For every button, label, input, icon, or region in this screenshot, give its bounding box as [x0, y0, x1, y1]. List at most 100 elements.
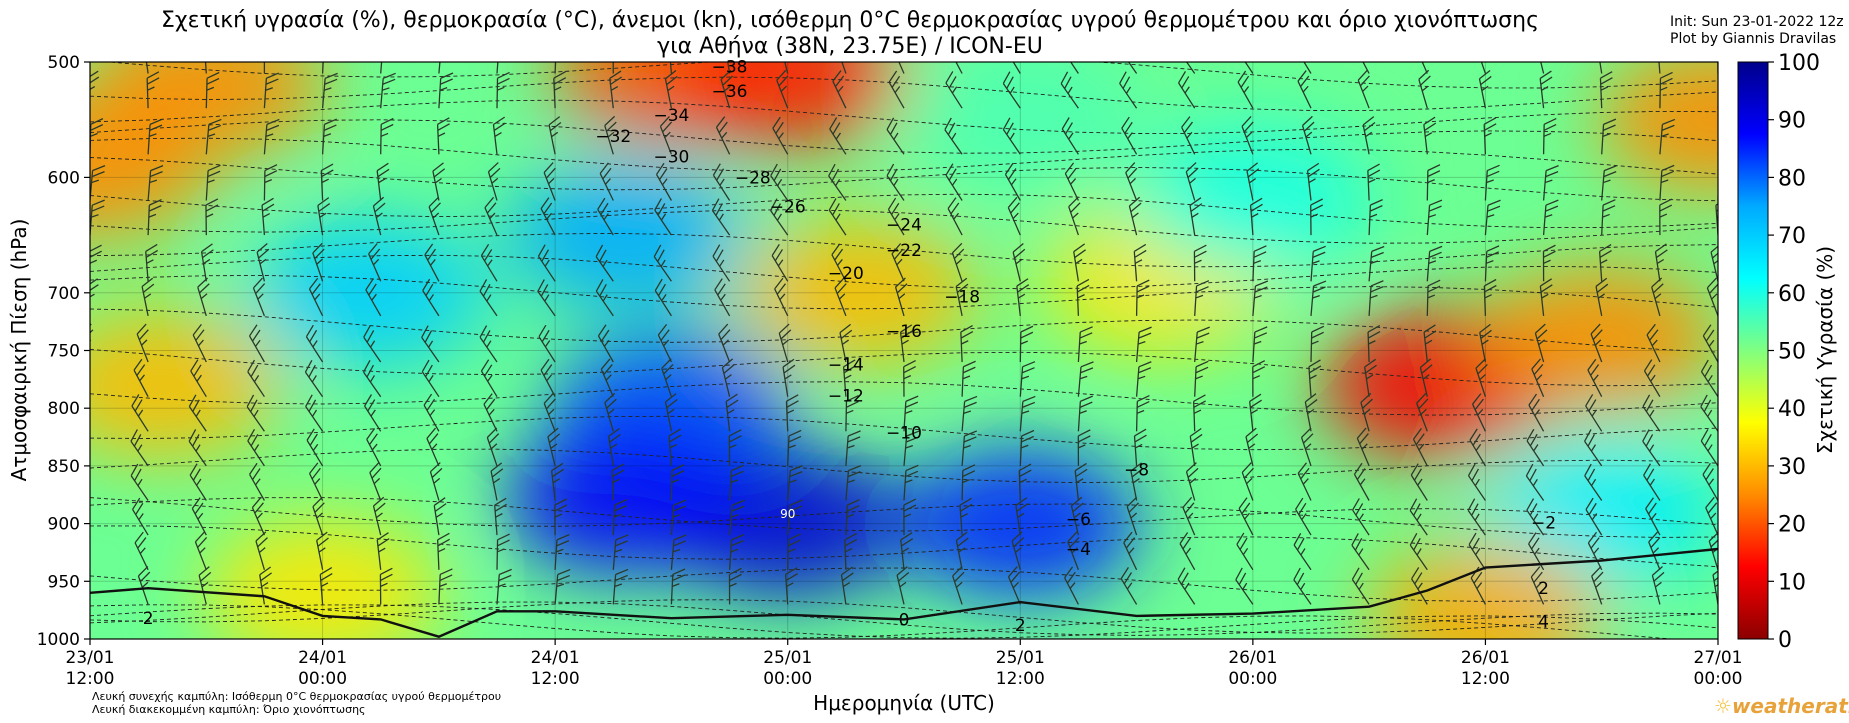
wind-barb	[308, 462, 324, 501]
temperature-label: −18	[944, 287, 980, 307]
humidity-region-3	[667, 62, 908, 149]
temperature-label: −14	[828, 355, 864, 375]
temperature-label: −22	[886, 241, 922, 261]
wind-barb	[483, 393, 498, 432]
x-tick-date: 27/01	[1694, 648, 1743, 668]
wind-barb	[769, 198, 789, 236]
wind-barb	[1077, 429, 1091, 466]
wind-barb	[1351, 567, 1370, 605]
wind-barb	[1645, 497, 1661, 536]
wind-barb	[1235, 62, 1254, 74]
wind-barb	[714, 278, 731, 317]
wind-barb	[1016, 278, 1030, 316]
wind-barb	[899, 324, 913, 363]
wind-barb	[657, 323, 672, 363]
wind-barb	[316, 531, 329, 570]
wind-barb	[1702, 462, 1718, 501]
wind-barb	[90, 278, 99, 316]
wind-barb	[486, 427, 500, 467]
y-axis: 500 600 700 750 800 850 900 950 1000	[37, 53, 90, 650]
wind-barb	[1539, 278, 1553, 316]
plot-author-text: Plot by Giannis Dravilas	[1670, 31, 1837, 47]
wind-barb	[248, 324, 265, 363]
x-axis-label: Ημερομηνία (UTC)	[813, 691, 995, 715]
isotherm-line	[90, 232, 1718, 268]
wind-barb	[1004, 62, 1021, 74]
wind-barb	[612, 499, 628, 536]
wind-barb	[319, 567, 333, 605]
wind-barb	[198, 566, 212, 605]
wind-barb	[189, 463, 207, 501]
wind-barb	[1585, 394, 1603, 432]
wind-barb	[1007, 566, 1021, 605]
wind-barb	[955, 531, 969, 570]
wind-barb	[1426, 199, 1443, 236]
wind-barb	[1351, 533, 1370, 571]
wind-barb	[496, 62, 500, 74]
wind-barb	[1367, 163, 1381, 201]
wind-barb	[1236, 532, 1254, 571]
wind-barb	[145, 243, 159, 282]
wind-barb	[197, 277, 210, 317]
wind-barb	[1467, 463, 1486, 501]
wind-barb	[538, 324, 556, 363]
wind-barb	[1534, 323, 1548, 363]
wind-barb	[609, 70, 623, 109]
wind-barb	[137, 565, 151, 605]
wind-barb	[1530, 566, 1545, 605]
x-tick-date: 26/01	[1228, 648, 1277, 668]
wind-barb	[305, 394, 324, 432]
wind-barb	[1418, 69, 1431, 109]
wind-barb	[1368, 245, 1385, 282]
temperature-label: −32	[595, 127, 631, 147]
wind-barb	[1717, 78, 1718, 109]
temperature-label: −16	[886, 322, 922, 342]
wind-barb	[1295, 497, 1312, 536]
wind-barb	[496, 568, 512, 605]
wind-barb	[944, 117, 963, 155]
wind-barb	[787, 499, 803, 536]
wind-barb	[372, 496, 386, 536]
wet-bulb-zero-curve	[90, 547, 1718, 638]
wind-barb	[479, 325, 498, 363]
wind-barb	[845, 394, 859, 432]
wind-barb	[1479, 323, 1492, 363]
wind-barb	[1301, 115, 1315, 155]
wind-barb	[1423, 116, 1437, 155]
isotherm-line	[90, 599, 1718, 634]
wind-barb	[188, 429, 207, 467]
wind-barb	[1700, 394, 1718, 432]
wind-barb	[1002, 71, 1021, 109]
wind-barb	[785, 394, 799, 432]
wind-barb	[1077, 395, 1093, 432]
wind-barb	[1528, 532, 1545, 571]
wind-barb	[959, 497, 973, 536]
wind-barb	[263, 164, 278, 201]
isotherm-line	[90, 193, 1718, 229]
wind-barb	[369, 462, 382, 501]
wind-barb	[728, 429, 742, 466]
wind-barb	[1717, 124, 1718, 155]
wind-barb	[961, 395, 978, 432]
wind-barb	[1179, 532, 1196, 571]
colorbar-tick-label: 70	[1778, 224, 1806, 249]
wind-barb	[429, 462, 443, 501]
temperature-label: 2	[1015, 616, 1026, 636]
temperature-label: −8	[1124, 460, 1149, 480]
wind-barb	[1061, 117, 1079, 155]
wind-barb	[191, 497, 207, 536]
wind-barb	[1643, 359, 1661, 398]
wind-barb	[597, 197, 614, 236]
temperature-label: 4	[1538, 613, 1549, 633]
wind-barb	[306, 428, 324, 467]
wind-barb	[947, 197, 963, 236]
wind-barb	[845, 465, 862, 501]
colorbar-tick-label: 80	[1778, 166, 1806, 191]
wind-barb	[380, 72, 396, 109]
wind-barb	[1426, 164, 1441, 201]
wind-barb	[540, 197, 556, 236]
wind-barb	[363, 325, 382, 363]
wind-barb	[1367, 325, 1381, 363]
wind-barb	[829, 117, 847, 155]
wind-barb	[1181, 116, 1196, 155]
